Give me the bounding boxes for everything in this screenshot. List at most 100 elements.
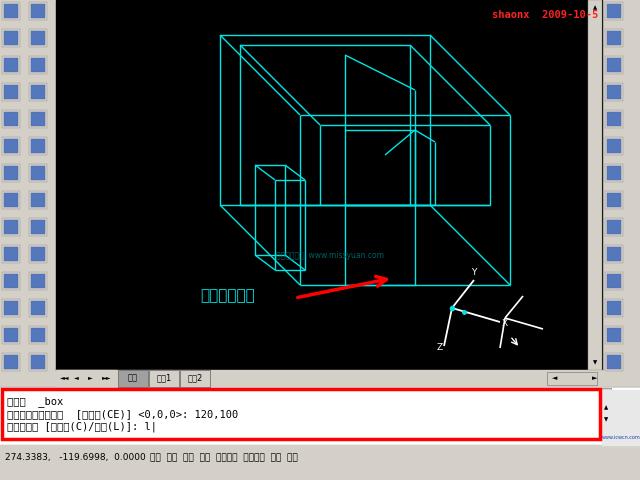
Bar bbox=[31, 328, 45, 342]
Bar bbox=[2, 353, 20, 371]
Bar bbox=[0, 0, 56, 385]
Text: ▲

▼: ▲ ▼ bbox=[604, 406, 608, 422]
Bar bbox=[605, 137, 623, 155]
Bar bbox=[56, 370, 116, 387]
Bar bbox=[605, 326, 623, 344]
Bar bbox=[31, 85, 45, 99]
Bar bbox=[29, 137, 47, 155]
Bar bbox=[2, 110, 20, 128]
Text: ◄: ◄ bbox=[552, 375, 557, 381]
Text: ►: ► bbox=[592, 375, 597, 381]
Bar bbox=[29, 245, 47, 263]
Bar bbox=[31, 247, 45, 261]
Bar bbox=[2, 326, 20, 344]
Bar bbox=[607, 193, 621, 207]
Bar bbox=[149, 370, 179, 387]
Bar bbox=[607, 166, 621, 180]
Bar bbox=[588, 0, 602, 370]
Text: ►: ► bbox=[88, 375, 93, 381]
Bar bbox=[607, 139, 621, 153]
Bar bbox=[605, 353, 623, 371]
Bar bbox=[2, 389, 600, 439]
Bar bbox=[2, 2, 20, 20]
Bar bbox=[605, 83, 623, 101]
Bar bbox=[31, 220, 45, 234]
Bar bbox=[31, 4, 45, 18]
Text: ▼: ▼ bbox=[593, 360, 597, 365]
Text: Z: Z bbox=[437, 343, 443, 352]
Bar bbox=[607, 31, 621, 45]
Bar bbox=[29, 353, 47, 371]
Bar bbox=[56, 0, 602, 370]
Bar bbox=[2, 56, 20, 74]
Text: 指定角点或 [立方体(C)/长度(L)]: l|: 指定角点或 [立方体(C)/长度(L)]: l| bbox=[7, 422, 157, 432]
Bar bbox=[2, 299, 20, 317]
Bar bbox=[601, 388, 611, 440]
Bar bbox=[29, 56, 47, 74]
Bar bbox=[4, 139, 18, 153]
Bar bbox=[2, 29, 20, 47]
Text: Y: Y bbox=[471, 268, 477, 277]
Text: ▲: ▲ bbox=[593, 5, 597, 10]
Text: 思绪设计论坛  www.missyuan.com: 思绪设计论坛 www.missyuan.com bbox=[276, 251, 384, 260]
Bar bbox=[31, 139, 45, 153]
Bar bbox=[4, 274, 18, 288]
Bar bbox=[607, 274, 621, 288]
Bar bbox=[31, 355, 45, 369]
Text: ◄◄: ◄◄ bbox=[60, 375, 70, 381]
Bar bbox=[605, 272, 623, 290]
Bar bbox=[29, 191, 47, 209]
Bar bbox=[29, 83, 47, 101]
Bar bbox=[602, 390, 640, 445]
Bar bbox=[118, 370, 148, 387]
Bar bbox=[29, 272, 47, 290]
Bar bbox=[607, 220, 621, 234]
Bar bbox=[607, 301, 621, 315]
Text: ◄: ◄ bbox=[74, 375, 79, 381]
Bar bbox=[605, 299, 623, 317]
Bar bbox=[4, 166, 18, 180]
Bar bbox=[4, 328, 18, 342]
Bar bbox=[605, 218, 623, 236]
Bar bbox=[2, 164, 20, 182]
Text: www.icwcn.com: www.icwcn.com bbox=[602, 435, 640, 440]
Bar bbox=[607, 355, 621, 369]
Bar bbox=[4, 31, 18, 45]
Text: 长方体的角点: 长方体的角点 bbox=[200, 288, 255, 303]
Bar bbox=[0, 445, 640, 480]
Bar bbox=[605, 2, 623, 20]
Bar bbox=[2, 191, 20, 209]
Text: ►►: ►► bbox=[102, 375, 111, 381]
Bar bbox=[4, 355, 18, 369]
Bar bbox=[605, 164, 623, 182]
Bar bbox=[31, 31, 45, 45]
Text: 捕捉  削格  正交  极轴  对象捕捉  对象追踪  线宽  模型: 捕捉 削格 正交 极轴 对象捕捉 对象追踪 线宽 模型 bbox=[150, 453, 298, 462]
Bar bbox=[605, 56, 623, 74]
Bar bbox=[4, 4, 18, 18]
Text: 布局2: 布局2 bbox=[188, 373, 203, 383]
Bar bbox=[607, 112, 621, 126]
Text: 274.3383,   -119.6998,  0.0000: 274.3383, -119.6998, 0.0000 bbox=[5, 453, 146, 462]
Bar bbox=[607, 247, 621, 261]
Bar bbox=[4, 247, 18, 261]
Bar bbox=[605, 191, 623, 209]
Text: X: X bbox=[502, 320, 508, 328]
Bar bbox=[0, 445, 640, 480]
Bar bbox=[2, 218, 20, 236]
Bar bbox=[31, 193, 45, 207]
Bar bbox=[31, 112, 45, 126]
Bar bbox=[605, 29, 623, 47]
Bar bbox=[607, 328, 621, 342]
Text: 指定长方体的角点或  [中心点(CE)] <0,0,0>: 120,100: 指定长方体的角点或 [中心点(CE)] <0,0,0>: 120,100 bbox=[7, 409, 238, 419]
Bar bbox=[31, 166, 45, 180]
Bar bbox=[29, 2, 47, 20]
Bar bbox=[29, 29, 47, 47]
Bar bbox=[607, 4, 621, 18]
Bar bbox=[2, 389, 600, 439]
Bar bbox=[4, 220, 18, 234]
Bar bbox=[56, 370, 602, 388]
Bar bbox=[4, 85, 18, 99]
Bar bbox=[2, 83, 20, 101]
Bar bbox=[4, 301, 18, 315]
Bar bbox=[29, 218, 47, 236]
